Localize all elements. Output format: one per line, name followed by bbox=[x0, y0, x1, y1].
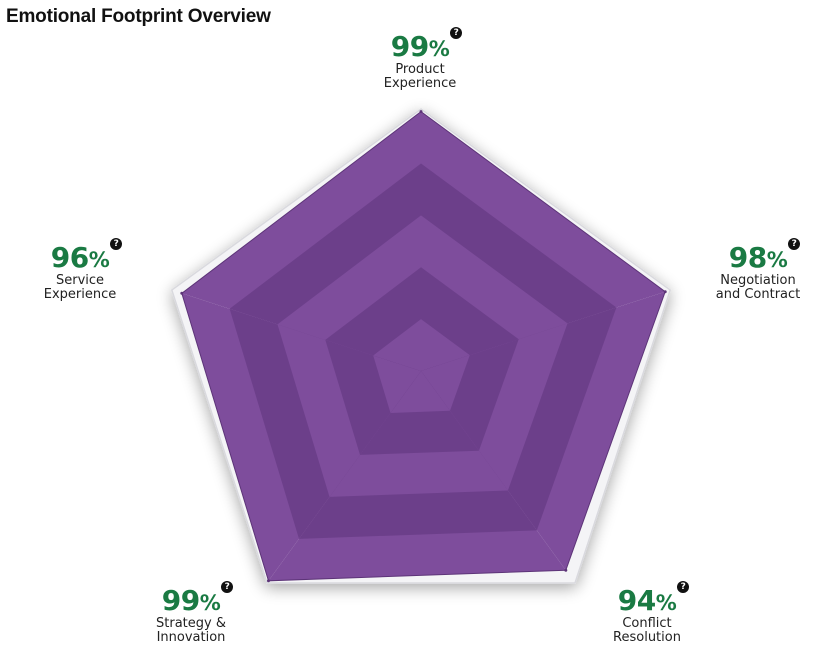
radar-value-point bbox=[180, 291, 184, 295]
metric-label-line-2: Innovation bbox=[156, 630, 226, 645]
metric-label-line-1: Service bbox=[55, 273, 105, 288]
radar-area bbox=[180, 110, 667, 583]
metric-value: 99 bbox=[390, 30, 429, 63]
question-mark-icon[interactable]: ? bbox=[221, 581, 234, 593]
metric-unit: % bbox=[199, 591, 221, 615]
radar-sector-band bbox=[390, 371, 450, 413]
metric-label-line-1: Product bbox=[395, 62, 445, 77]
radar-value-point bbox=[663, 290, 667, 294]
metric-unit: % bbox=[88, 248, 110, 272]
metric-value: 98 bbox=[728, 241, 767, 274]
question-mark-icon[interactable]: ? bbox=[110, 238, 123, 250]
metric-strategy-and-innovation: 99% ? Strategy & Innovation bbox=[111, 581, 271, 645]
metric-unit: % bbox=[766, 248, 788, 272]
radar-sector-band bbox=[421, 319, 470, 371]
radar-value-point bbox=[267, 579, 270, 583]
metric-value: 94 bbox=[617, 584, 656, 617]
radar-sector-band bbox=[360, 371, 479, 455]
radar-sector-band bbox=[373, 355, 421, 413]
metric-negotiation-and-contract: 98% ? Negotiation and Contract bbox=[678, 238, 819, 302]
metric-value: 96 bbox=[50, 241, 89, 274]
radar-value-point bbox=[419, 110, 423, 114]
metric-product-experience: 99% ? Product Experience bbox=[340, 27, 500, 91]
radar-sector-band bbox=[421, 355, 470, 411]
question-mark-icon[interactable]: ? bbox=[677, 581, 690, 593]
metric-label-line-2: and Contract bbox=[715, 287, 801, 302]
metric-label-line-1: Conflict bbox=[622, 616, 672, 631]
chart-title: Emotional Footprint Overview bbox=[6, 6, 271, 27]
metric-label-line-2: Experience bbox=[383, 76, 457, 91]
radar-value-point bbox=[564, 568, 568, 572]
radar-sector-band bbox=[373, 319, 421, 371]
metric-value: 99 bbox=[161, 584, 200, 617]
metric-unit: % bbox=[655, 591, 677, 615]
metric-service-experience: 96% ? Service Experience bbox=[0, 238, 160, 302]
question-mark-icon[interactable]: ? bbox=[788, 238, 801, 250]
metric-unit: % bbox=[428, 37, 450, 61]
metric-label-line-1: Strategy & bbox=[156, 616, 226, 631]
metric-label-line-2: Experience bbox=[43, 287, 117, 302]
metric-label-line-2: Resolution bbox=[613, 630, 681, 645]
metric-label-line-1: Negotiation bbox=[720, 273, 796, 288]
question-mark-icon[interactable]: ? bbox=[450, 27, 463, 39]
metric-conflict-resolution: 94% ? Conflict Resolution bbox=[567, 581, 727, 645]
radar-value-outline bbox=[181, 110, 666, 582]
